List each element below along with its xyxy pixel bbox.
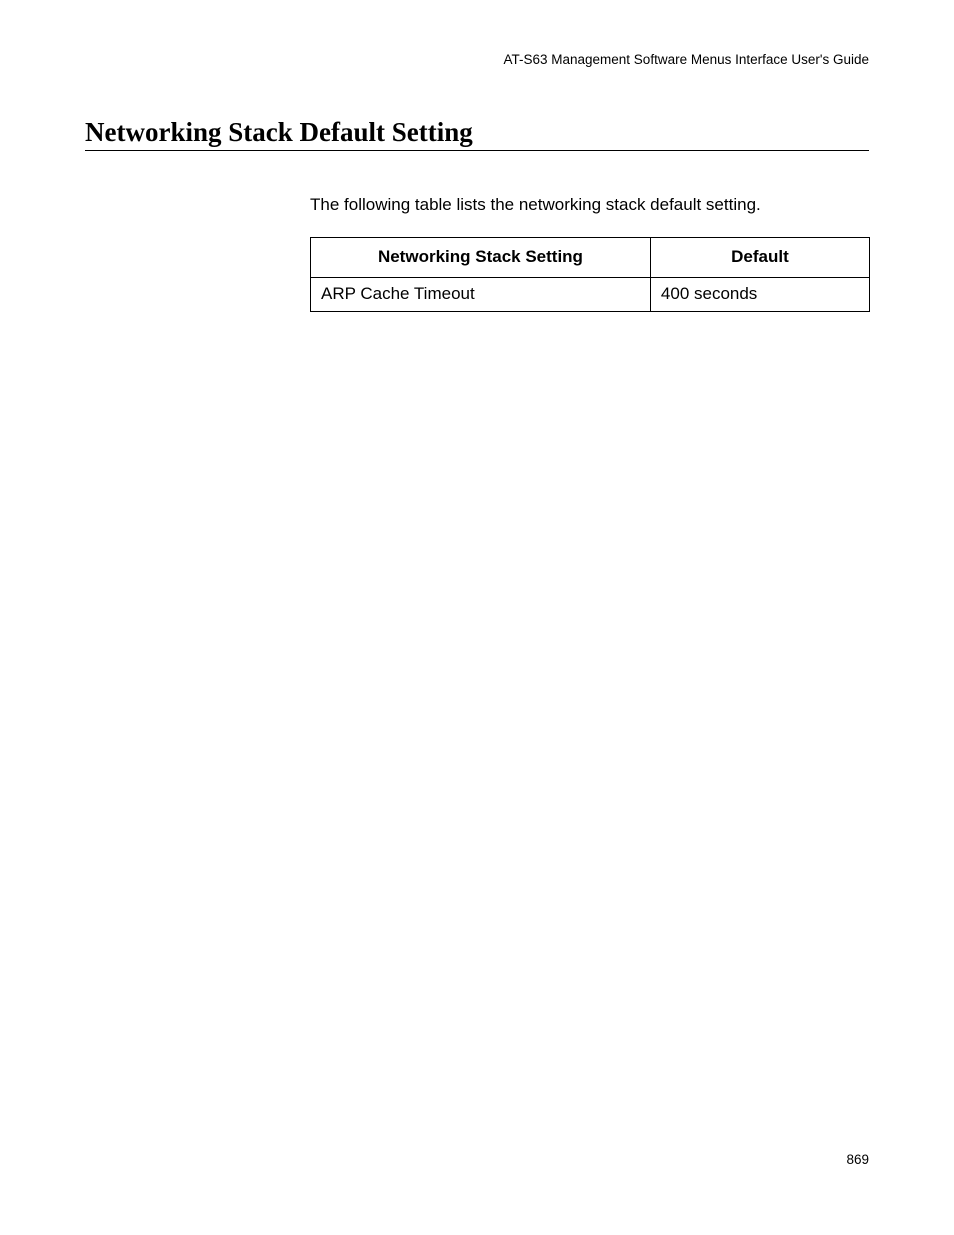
- intro-paragraph: The following table lists the networking…: [310, 195, 869, 215]
- cell-default-value: 400 seconds: [650, 278, 869, 312]
- table-row: ARP Cache Timeout 400 seconds: [311, 278, 870, 312]
- page-number: 869: [846, 1152, 869, 1167]
- running-header: AT-S63 Management Software Menus Interfa…: [85, 52, 869, 67]
- cell-setting-name: ARP Cache Timeout: [311, 278, 651, 312]
- column-header-setting: Networking Stack Setting: [311, 238, 651, 278]
- page: AT-S63 Management Software Menus Interfa…: [0, 0, 954, 1235]
- settings-table: Networking Stack Setting Default ARP Cac…: [310, 237, 870, 312]
- column-header-default: Default: [650, 238, 869, 278]
- content-block: The following table lists the networking…: [310, 195, 869, 312]
- table-header-row: Networking Stack Setting Default: [311, 238, 870, 278]
- section-title: Networking Stack Default Setting: [85, 117, 869, 151]
